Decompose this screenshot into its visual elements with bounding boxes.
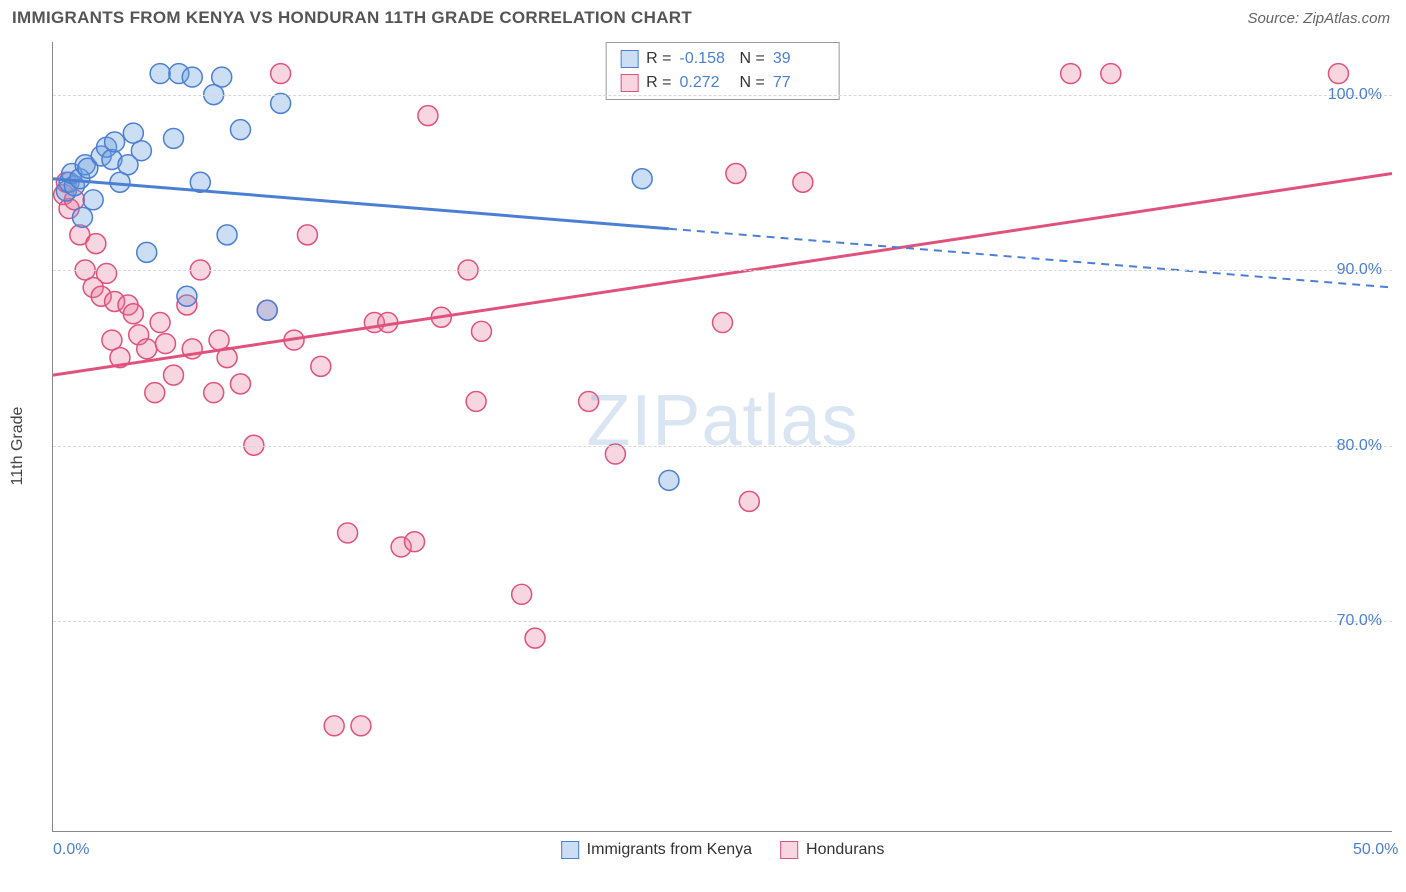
- legend-r-label: R =: [646, 71, 671, 95]
- legend-r-value-honduran: 0.272: [680, 71, 732, 95]
- legend-n-label: N =: [740, 47, 765, 71]
- swatch-honduran-icon: [780, 841, 798, 859]
- series-legend: Immigrants from Kenya Hondurans: [561, 841, 885, 859]
- chart-svg: [53, 42, 1392, 831]
- scatter-kenya: [56, 64, 679, 491]
- legend-n-label: N =: [740, 71, 765, 95]
- x-tick-label: 50.0%: [1353, 841, 1398, 859]
- gridline: [53, 621, 1392, 622]
- y-axis-title: 11th Grade: [9, 407, 27, 486]
- gridline: [53, 95, 1392, 96]
- chart-header: IMMIGRANTS FROM KENYA VS HONDURAN 11TH G…: [0, 0, 1406, 32]
- plot-area: ZIPatlas R = -0.158 N = 39 R = 0.272 N =…: [52, 42, 1392, 832]
- correlation-legend-row-kenya: R = -0.158 N = 39: [620, 47, 825, 71]
- trend-lines: [53, 174, 1392, 376]
- y-tick-label: 90.0%: [1337, 261, 1382, 279]
- x-tick-label: 0.0%: [53, 841, 89, 859]
- legend-r-value-kenya: -0.158: [680, 47, 732, 71]
- swatch-kenya-icon: [561, 841, 579, 859]
- y-tick-label: 100.0%: [1328, 86, 1382, 104]
- series-legend-kenya: Immigrants from Kenya: [561, 841, 752, 859]
- series-label-kenya: Immigrants from Kenya: [587, 841, 752, 859]
- gridline: [53, 270, 1392, 271]
- series-legend-honduran: Hondurans: [780, 841, 884, 859]
- series-label-honduran: Hondurans: [806, 841, 884, 859]
- correlation-legend: R = -0.158 N = 39 R = 0.272 N = 77: [605, 42, 840, 100]
- legend-n-value-kenya: 39: [773, 47, 825, 71]
- correlation-legend-row-honduran: R = 0.272 N = 77: [620, 71, 825, 95]
- legend-r-label: R =: [646, 47, 671, 71]
- chart-title: IMMIGRANTS FROM KENYA VS HONDURAN 11TH G…: [12, 8, 692, 28]
- swatch-honduran: [620, 74, 638, 92]
- scatter-honduran: [54, 64, 1349, 736]
- gridline: [53, 446, 1392, 447]
- y-tick-label: 70.0%: [1337, 612, 1382, 630]
- legend-n-value-honduran: 77: [773, 71, 825, 95]
- swatch-kenya: [620, 50, 638, 68]
- chart-source: Source: ZipAtlas.com: [1247, 10, 1390, 27]
- y-tick-label: 80.0%: [1337, 437, 1382, 455]
